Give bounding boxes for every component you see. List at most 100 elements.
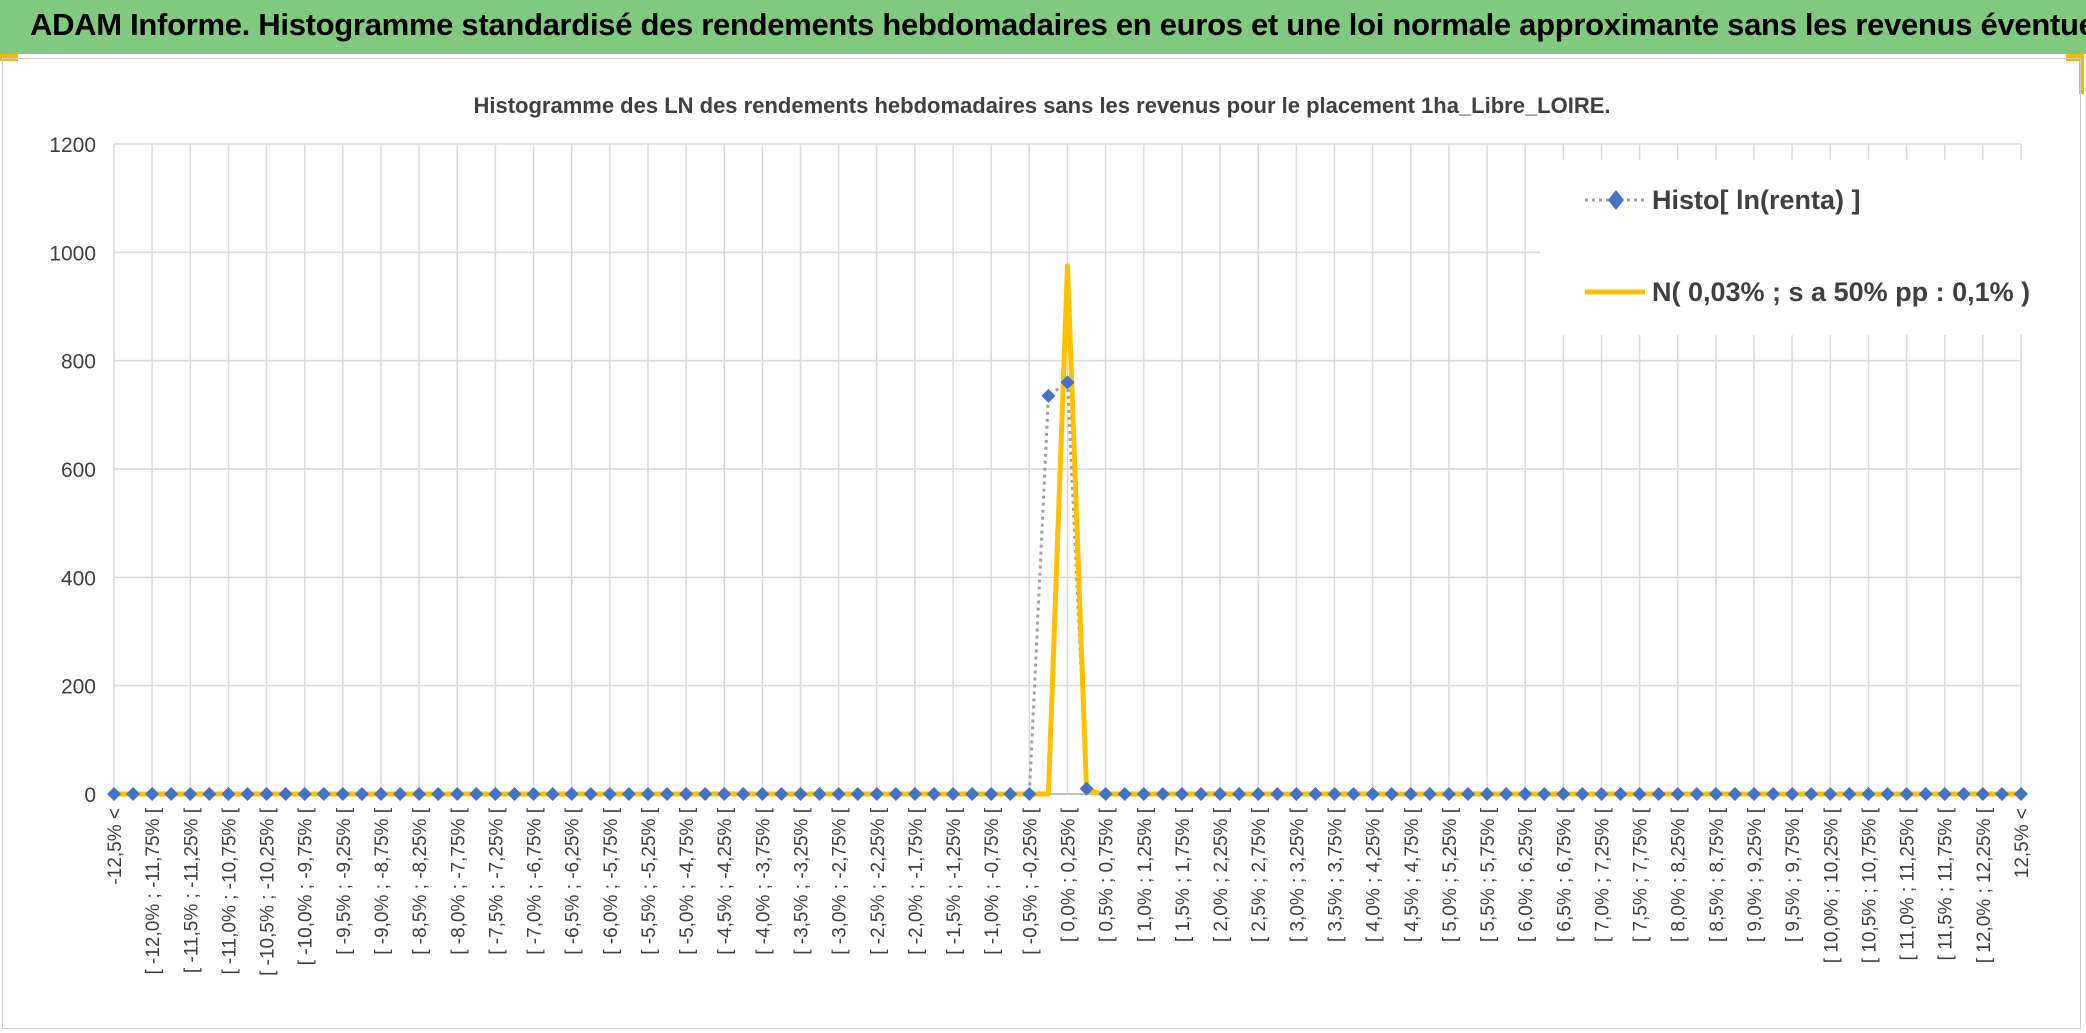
x-tick-label: [ -2,5% ; -2,25% [: [868, 807, 889, 955]
histo-point: [1994, 787, 2009, 801]
histo-point: [1537, 787, 1552, 801]
histo-point: [450, 787, 465, 801]
histo-point: [240, 787, 255, 801]
histo-point: [1823, 787, 1838, 801]
histo-point: [1480, 787, 1495, 801]
histo-point: [1594, 787, 1609, 801]
histo-point: [946, 787, 961, 801]
report-title: ADAM Informe. Histogramme standardisé de…: [30, 7, 2086, 42]
histo-point: [564, 787, 579, 801]
histo-point: [1956, 787, 1971, 801]
x-tick-label: [ 3,0% ; 3,25% [: [1287, 807, 1308, 942]
y-tick-label: 1000: [49, 242, 96, 265]
histo-point: [774, 787, 789, 801]
histo-point: [1880, 787, 1895, 801]
y-tick-label: 1200: [49, 134, 96, 157]
x-tick-label: [ 11,0% ; 11,25% [: [1898, 807, 1919, 960]
histo-point: [1499, 787, 1514, 801]
histo-point: [1708, 787, 1723, 801]
histo-point: [850, 787, 865, 801]
x-tick-label: [ -7,0% ; -6,75% [: [525, 807, 546, 955]
histo-point: [1651, 787, 1666, 801]
histo-point: [1842, 787, 1857, 801]
x-tick-label: [ -10,0% ; -9,75% [: [296, 807, 317, 965]
x-tick-label: [ -8,0% ; -7,75% [: [448, 807, 469, 955]
histo-point: [602, 787, 617, 801]
histo-point: [1193, 787, 1208, 801]
x-tick-label: [ -6,0% ; -5,75% [: [601, 807, 622, 955]
histo-point: [1670, 787, 1685, 801]
histo-point: [373, 787, 388, 801]
histo-point: [869, 787, 884, 801]
histo-point: [793, 787, 808, 801]
histo-point: [1384, 787, 1399, 801]
histo-point: [1747, 787, 1762, 801]
histo-point: [1403, 787, 1418, 801]
x-tick-label: [ -7,5% ; -7,25% [: [486, 807, 507, 955]
histo-point: [1861, 787, 1876, 801]
histo-point: [1117, 787, 1132, 801]
legend-normal-label: N( 0,03% ; s a 50% pp : 0,1% ): [1652, 277, 2030, 307]
histo-point: [145, 787, 160, 801]
histo-point: [1899, 787, 1914, 801]
x-tick-label: [ 2,5% ; 2,75% [: [1249, 807, 1270, 942]
histo-point: [1422, 787, 1437, 801]
histo-point: [736, 787, 751, 801]
histo-point: [1460, 787, 1475, 801]
y-tick-label: 0: [84, 784, 96, 807]
x-tick-label: [ -12,0% ; -11,75% [: [143, 807, 164, 974]
x-tick-label: [ -1,0% ; -0,75% [: [982, 807, 1003, 955]
histo-point: [1575, 787, 1590, 801]
histo-point: [1079, 781, 1094, 796]
legend-histo-label: Histo[ ln(renta) ]: [1652, 185, 1861, 215]
histo-point: [1174, 787, 1189, 801]
histo-point: [907, 787, 922, 801]
histo-point: [316, 787, 331, 801]
legend: Histo[ ln(renta) ] N( 0,03% ; s a 50% pp…: [1540, 160, 2050, 335]
histo-point: [1155, 787, 1170, 801]
x-tick-label: [ -11,5% ; -11,25% [: [181, 807, 202, 973]
chart-title: Histogramme des LN des rendements hebdom…: [473, 93, 1610, 118]
legend-histo-marker: [1608, 190, 1624, 210]
x-tick-label: [ 8,5% ; 8,75% [: [1707, 807, 1728, 942]
histo-point: [1098, 787, 1113, 801]
histo-point: [1613, 787, 1628, 801]
x-tick-label: [ 0,0% ; 0,25% [: [1059, 807, 1080, 942]
gridlines: [113, 143, 2022, 794]
histo-point: [2014, 787, 2028, 801]
histo-point: [755, 787, 770, 801]
x-tick-label: [ 9,5% ; 9,75% [: [1783, 807, 1804, 942]
x-tick-label: [ 12,0% ; 12,25% [: [1974, 807, 1995, 963]
histo-point: [831, 787, 846, 801]
histo-point: [1689, 787, 1704, 801]
histo-point: [507, 787, 522, 801]
x-tick-label: [ -3,5% ; -3,25% [: [792, 807, 813, 955]
x-tick-label: [ -5,0% ; -4,75% [: [677, 807, 698, 955]
x-tick-label: [ -3,0% ; -2,75% [: [830, 807, 851, 955]
histo-point: [221, 787, 236, 801]
histo-point: [1766, 787, 1781, 801]
histo-point: [126, 787, 141, 801]
histo-point: [107, 787, 121, 801]
x-tick-label: [ -0,5% ; -0,25% [: [1020, 807, 1041, 955]
series-layer: [107, 263, 2028, 801]
histo-point: [640, 787, 655, 801]
histo-point: [164, 787, 179, 801]
x-tick-label: [ 10,0% ; 10,25% [: [1821, 807, 1842, 963]
histo-point: [393, 787, 408, 801]
corner-mark: [2066, 54, 2084, 61]
x-tick-label: [ 7,0% ; 7,25% [: [1592, 807, 1613, 942]
histo-point: [1060, 375, 1075, 390]
histo-point: [583, 787, 598, 801]
corner-mark: [0, 54, 18, 61]
x-tick-label: [ 8,0% ; 8,25% [: [1669, 807, 1690, 942]
x-tick-label: [ -6,5% ; -6,25% [: [563, 807, 584, 955]
histo-point: [1041, 388, 1056, 403]
histo-point: [354, 787, 369, 801]
histo-point: [1441, 787, 1456, 801]
histo-point: [1232, 787, 1247, 801]
histo-point: [1346, 787, 1361, 801]
x-tick-label: [ -1,5% ; -1,25% [: [944, 807, 965, 955]
x-tick-label: [ -9,0% ; -8,75% [: [372, 807, 393, 955]
